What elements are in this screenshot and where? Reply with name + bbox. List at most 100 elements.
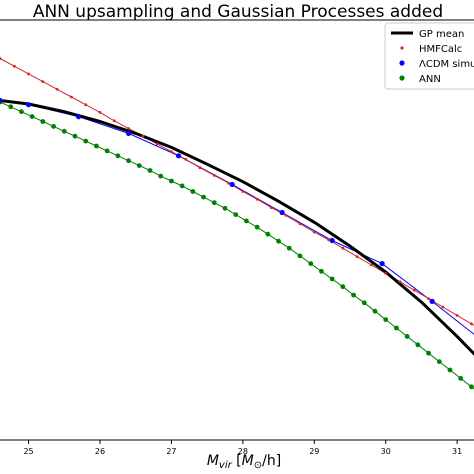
sim-point [175, 153, 182, 159]
ann-point [265, 231, 271, 237]
hmf-point [127, 127, 130, 130]
hmf-point [84, 103, 88, 107]
x-tick-label: 25 [23, 447, 33, 456]
ann-point [286, 245, 292, 251]
ann-point [394, 325, 399, 331]
x-tick-label: 28 [238, 447, 248, 456]
hmf-point [70, 95, 73, 99]
ann-point [29, 114, 35, 119]
legend-marker-ann [399, 75, 405, 81]
ann-point [447, 367, 453, 373]
hmf-point [27, 72, 30, 76]
hmf-point [312, 230, 316, 234]
ann-point [51, 124, 56, 129]
hmf-point [327, 238, 330, 242]
ann-point [244, 218, 249, 224]
sim-line [0, 100, 474, 335]
ann-point [94, 143, 99, 149]
legend-label-ann: ANN [419, 74, 441, 85]
hmf-point [270, 206, 273, 210]
ann-point [147, 168, 153, 173]
legend-item-gp: GP mean [391, 29, 464, 40]
ann-point [415, 342, 421, 348]
ann-point [469, 384, 474, 390]
hmf-point [412, 288, 416, 292]
legend-marker-hmf [400, 46, 404, 50]
hmf-point [98, 111, 102, 114]
x-tick-label: 26 [95, 447, 105, 456]
legend-item-ann: ANN [399, 74, 441, 85]
hmf-point [0, 57, 2, 60]
sim-point [429, 298, 435, 304]
hmf-point [455, 314, 459, 317]
ann-point [8, 104, 14, 110]
legend-item-hmf: HMFCalc [400, 44, 462, 55]
sim-point [0, 97, 3, 104]
series-layer [0, 57, 474, 390]
ann-point [72, 133, 78, 139]
ann-point [329, 276, 335, 282]
sim-point [75, 114, 82, 120]
hmf-point [441, 305, 445, 309]
legend-box [384, 22, 474, 90]
hmf-point [227, 181, 230, 185]
ann-point [458, 376, 464, 381]
ann-point [308, 261, 314, 266]
ann-point [179, 183, 185, 189]
hmf-point [255, 197, 259, 201]
ann-point [297, 253, 303, 259]
ann-point [233, 212, 239, 218]
ann-point [61, 128, 67, 134]
ann-point [104, 148, 110, 154]
x-axis-ticks: 25 26 27 28 29 30 31 [23, 440, 462, 456]
x-tick-label: 31 [452, 447, 462, 456]
x-tick-label: 27 [166, 447, 176, 456]
ann-point [319, 268, 324, 274]
ann-point [383, 317, 389, 322]
ann-point [351, 292, 356, 298]
sim-point [279, 209, 285, 216]
x-tick-label: 30 [381, 447, 391, 456]
hmf-point [198, 166, 202, 170]
legend-label-sim: ΛCDM simulations [419, 59, 474, 70]
ann-point [126, 158, 131, 164]
hmf-point [184, 157, 188, 161]
ann-point [254, 224, 260, 230]
ann-point [40, 119, 46, 124]
ann-point [276, 238, 281, 244]
sim-point [379, 261, 385, 267]
ann-point [190, 189, 196, 194]
hmf-point [284, 213, 288, 217]
hmf-point [241, 190, 245, 193]
sim-point [25, 102, 32, 108]
sim-point [229, 181, 235, 188]
ann-point [169, 178, 174, 184]
x-axis-label: Mvir [M⊙/h] [207, 453, 281, 471]
ann-point [201, 194, 206, 200]
ann-point [404, 334, 410, 339]
legend-label-gp: GP mean [419, 29, 464, 40]
plot-frame [0, 19, 474, 441]
legend-label-hmf: HMFCalc [419, 44, 462, 55]
ann-point [426, 350, 431, 356]
ann-point [361, 300, 367, 306]
hmf-point [384, 272, 388, 275]
hmf-point [398, 280, 402, 284]
hmf-line [0, 58, 474, 326]
legend-item-sim: ΛCDM simulations [399, 59, 474, 70]
hmf-point [41, 80, 45, 83]
ann-point [136, 163, 142, 169]
legend-marker-sim [399, 60, 405, 66]
chart-title: ANN upsampling and Gaussian Processes ad… [33, 2, 443, 22]
hmf-point [155, 142, 159, 146]
ann-point [115, 153, 121, 159]
hmf-point [170, 150, 173, 154]
hmf-point [141, 134, 145, 138]
hmf-point [55, 87, 59, 91]
hmf-point [12, 64, 16, 68]
sim-point [329, 237, 335, 244]
hmf-point [427, 297, 430, 300]
ann-point [372, 308, 378, 314]
hmf-point [355, 255, 359, 258]
